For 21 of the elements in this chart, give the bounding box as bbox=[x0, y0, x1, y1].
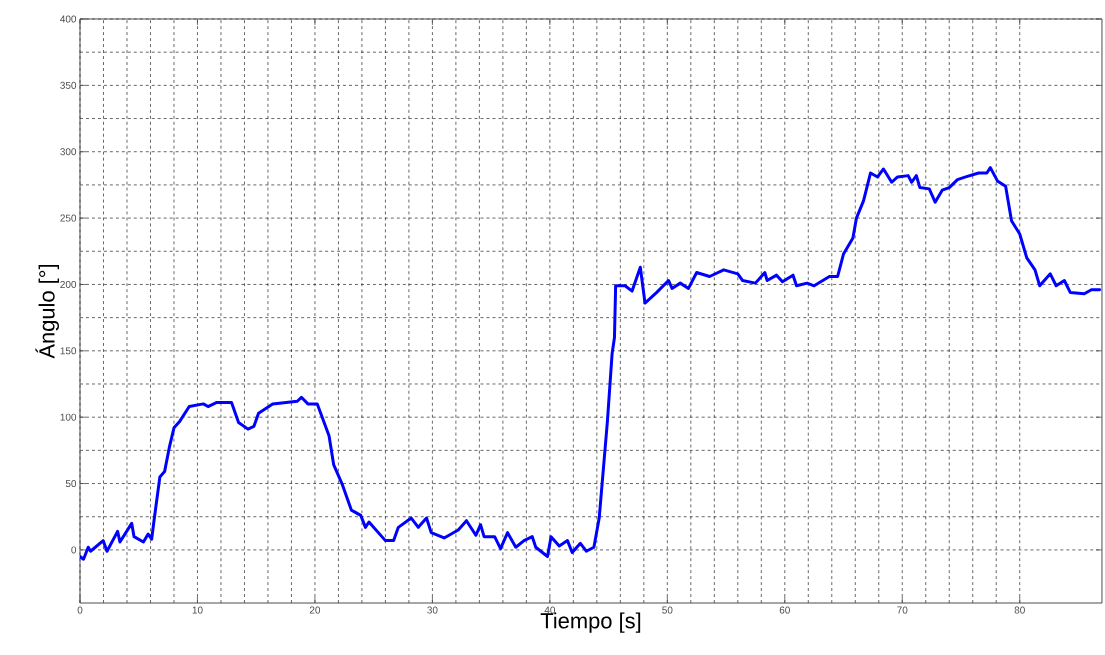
x-tick-label: 30 bbox=[427, 606, 438, 614]
y-axis-title: Ángulo [°] bbox=[35, 264, 60, 359]
x-tick-label: 10 bbox=[192, 606, 203, 614]
x-tick-label: 0 bbox=[77, 606, 83, 614]
x-tick-label: 80 bbox=[1014, 606, 1025, 614]
y-tick-label: 150 bbox=[60, 347, 77, 355]
x-tick-label: 40 bbox=[544, 606, 556, 614]
y-tick-label: 100 bbox=[60, 413, 77, 421]
x-tick-label: 50 bbox=[662, 606, 673, 614]
x-tick-label: 20 bbox=[309, 606, 321, 614]
y-tick-label: 50 bbox=[65, 480, 77, 488]
y-tick-label: 0 bbox=[71, 546, 77, 554]
x-tick-label: 60 bbox=[779, 606, 790, 614]
x-tick-label: 70 bbox=[897, 606, 908, 614]
y-tick-label: 300 bbox=[60, 148, 77, 156]
y-tick-label: 400 bbox=[60, 15, 77, 23]
y-tick-label: 200 bbox=[60, 280, 77, 288]
line-series bbox=[80, 166, 1102, 561]
y-tick-label: 250 bbox=[60, 214, 77, 222]
y-tick-label: 350 bbox=[60, 81, 77, 89]
x-axis-title: Tiempo [s] bbox=[540, 612, 641, 633]
